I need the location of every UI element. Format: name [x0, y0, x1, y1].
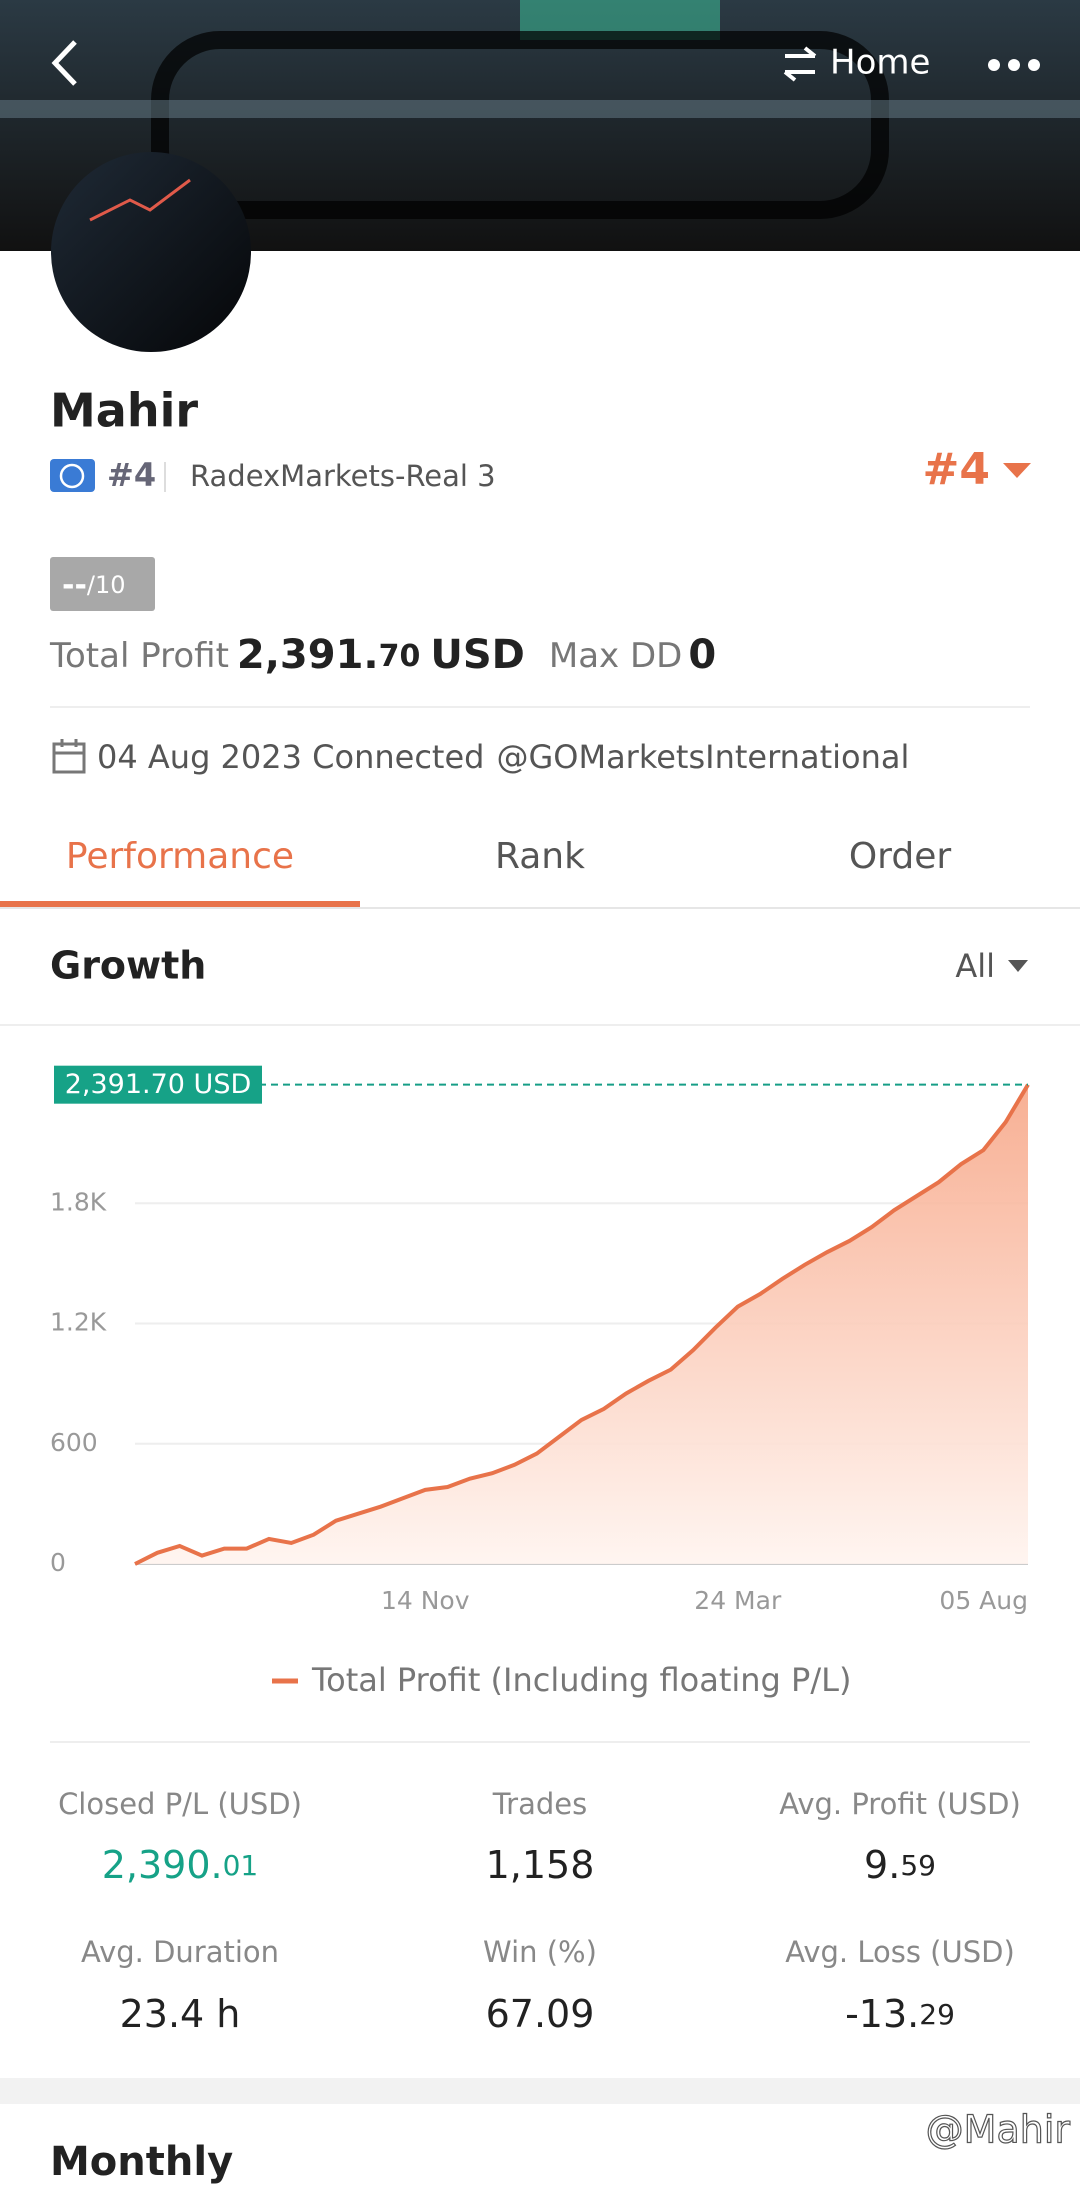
total-profit-text: Total Profit 2,391.70 USD Max DD 0	[49, 632, 716, 678]
globe-icon	[50, 459, 95, 492]
y-tick-label: 1.8K	[50, 1187, 107, 1216]
rank-badge: #4	[107, 456, 156, 494]
server-name: RadexMarkets-Real 3	[190, 459, 496, 493]
stat-value-main: 67.09	[486, 1992, 595, 2036]
score-badge	[50, 557, 155, 611]
stat-value: 1,158	[486, 1843, 595, 1887]
growth-title: Growth	[50, 944, 206, 988]
area	[135, 1084, 1028, 1564]
tab[interactable]: Rank	[495, 836, 585, 877]
stat-value-main: 2,390.	[102, 1843, 223, 1887]
tab[interactable]: Performance	[66, 836, 294, 877]
section-gap	[0, 2078, 1080, 2104]
back-button[interactable]	[51, 40, 77, 86]
rank-dropdown[interactable]	[1003, 463, 1031, 478]
stat-label: Closed P/L (USD)	[58, 1787, 302, 1821]
avatar-decor	[89, 178, 191, 222]
calendar-icon	[52, 739, 86, 774]
tab-indicator	[0, 901, 360, 907]
total-profit-decimal: 70	[379, 639, 421, 674]
stat-value: 23.4 h	[120, 1992, 241, 2036]
tab[interactable]: Order	[849, 836, 952, 877]
max-dd-label: Max DD	[549, 636, 682, 676]
stat-value: -13.29	[845, 1992, 955, 2036]
stat-label: Avg. Duration	[81, 1935, 279, 1969]
watermark: @Mahir	[926, 2108, 1071, 2152]
stat-label: Avg. Profit (USD)	[779, 1787, 1021, 1821]
header-decor	[151, 31, 889, 219]
score-max: /10	[87, 571, 126, 599]
max-dd: 0	[688, 632, 716, 678]
stat-value-decimal: 59	[900, 1849, 936, 1882]
stat-value: 9.59	[864, 1843, 936, 1887]
stat-value-main: 9.	[864, 1843, 900, 1887]
y-tick-label: 0	[50, 1548, 66, 1577]
more-button[interactable]	[988, 59, 1040, 71]
total-profit-label: Total Profit	[49, 636, 229, 676]
switch-icon	[783, 46, 817, 82]
connected-date: 04 Aug 2023 Connected	[97, 738, 484, 776]
line	[134, 1083, 1030, 1566]
connected-text: 04 Aug 2023 Connected @GOMarketsInternati…	[97, 738, 909, 776]
stat-value-decimal: 29	[919, 1998, 955, 2031]
stat-label: Win (%)	[483, 1935, 597, 1969]
legend-label: Total Profit (Including floating P/L)	[311, 1661, 851, 1699]
stat-label: Avg. Loss (USD)	[785, 1935, 1015, 1969]
home-link[interactable]: Home	[830, 43, 930, 83]
stats: Closed P/L (USD) 2,390.01 Trades 1,158 Avg. …	[58, 1787, 1021, 2036]
broker[interactable]: @GOMarketsInternational	[496, 738, 909, 776]
chart: 0 600 1.2K 1.8K 14 Nov 24 Mar 05 Aug 2,391.70 U…	[50, 1065, 1030, 1699]
stat-label: Trades	[492, 1787, 588, 1821]
stat-value: 2,390.01	[102, 1843, 259, 1887]
y-tick-label: 1.2K	[50, 1308, 107, 1337]
total-profit-main: 2,391.	[237, 632, 379, 678]
stat-value: 67.09	[486, 1992, 595, 2036]
growth-filter[interactable]: All	[955, 947, 995, 985]
y-tick-label: 600	[50, 1428, 98, 1457]
x-tick-label: 05 Aug	[939, 1586, 1028, 1615]
filter-dropdown[interactable]	[1008, 960, 1028, 972]
stat-value-main: 1,158	[486, 1843, 595, 1887]
stat-value-main: -13.	[845, 1992, 919, 2036]
avatar[interactable]	[51, 152, 251, 352]
rank[interactable]: #4	[923, 444, 990, 495]
monthly-title: Monthly	[50, 2139, 233, 2185]
x-tick-label: 14 Nov	[381, 1586, 470, 1615]
total-profit-unit: USD	[430, 632, 525, 678]
user-name: Mahir	[50, 384, 198, 438]
score: --	[62, 568, 87, 603]
stat-value-main: 23.4 h	[120, 1992, 241, 2036]
stat-value-decimal: 01	[223, 1849, 259, 1882]
header-decor	[0, 100, 1080, 118]
x-tick-label: 24 Mar	[694, 1586, 782, 1615]
score-text: --/10	[62, 568, 126, 603]
annotation-box	[54, 1065, 262, 1104]
annotation: 2,391.70 USD	[65, 1069, 252, 1100]
globe-icon	[59, 463, 85, 489]
